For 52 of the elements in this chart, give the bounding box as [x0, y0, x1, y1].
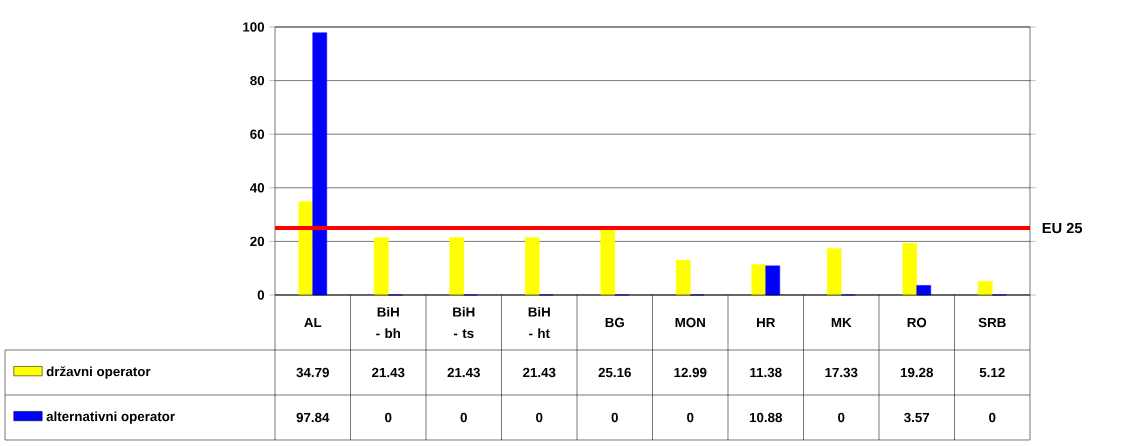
- data-label: 0: [838, 412, 845, 423]
- x-tick-label: MON: [675, 317, 705, 328]
- bar: [765, 265, 781, 296]
- data-label: 5.12: [979, 367, 1005, 378]
- data-label: 19.28: [900, 367, 934, 378]
- data-label: 0: [687, 412, 694, 423]
- legend-label: državni operator: [46, 366, 151, 379]
- y-tick-label: 20: [250, 236, 265, 247]
- x-tick-label: HR: [757, 317, 776, 328]
- x-tick-label: BiH - bh: [376, 306, 401, 339]
- bar: [524, 237, 540, 296]
- x-tick-label: BiH - ht: [528, 306, 550, 339]
- data-label: 21.43: [523, 367, 556, 378]
- y-tick-label: 40: [249, 183, 265, 193]
- y-tick-label: 60: [250, 129, 265, 139]
- data-label: 12.99: [674, 367, 707, 378]
- data-label: 3.57: [904, 412, 930, 423]
- y-tick-label: 0: [257, 290, 265, 300]
- bar: [298, 201, 314, 296]
- data-label: 0: [460, 412, 467, 423]
- bar: [916, 285, 932, 296]
- data-label: 21.43: [372, 367, 405, 378]
- bar: [902, 243, 918, 296]
- y-tick-label: 100: [243, 22, 265, 32]
- data-label: 0: [536, 412, 543, 423]
- bar: [826, 248, 842, 296]
- bar: [449, 237, 465, 296]
- bar: [312, 32, 328, 296]
- x-tick-label: MK: [831, 317, 852, 328]
- legend-label: alternativni operator: [46, 411, 175, 424]
- data-label: 17.33: [825, 367, 858, 378]
- data-label: 34.79: [296, 367, 329, 378]
- data-label: 0: [385, 412, 392, 423]
- data-label: 10.88: [749, 412, 783, 423]
- x-tick-label: BG: [605, 317, 624, 328]
- data-label: 25.16: [598, 367, 631, 378]
- bar: [977, 281, 993, 296]
- bar: [675, 259, 691, 296]
- bar: [751, 264, 767, 296]
- x-tick-label: AL: [304, 317, 322, 328]
- bar: [373, 237, 389, 296]
- x-tick-label: SRB: [978, 317, 1006, 328]
- ref-line-label: EU 25: [1042, 222, 1083, 234]
- data-label: 0: [611, 412, 618, 423]
- x-tick-label: RO: [907, 317, 927, 328]
- x-tick-label: BiH - ts: [453, 306, 475, 339]
- bar: [600, 227, 616, 296]
- data-label: 11.38: [750, 367, 782, 378]
- data-label: 21.43: [447, 367, 480, 378]
- data-label: 97.84: [296, 412, 330, 423]
- data-label: 0: [989, 412, 996, 423]
- y-tick-label: 80: [250, 75, 265, 86]
